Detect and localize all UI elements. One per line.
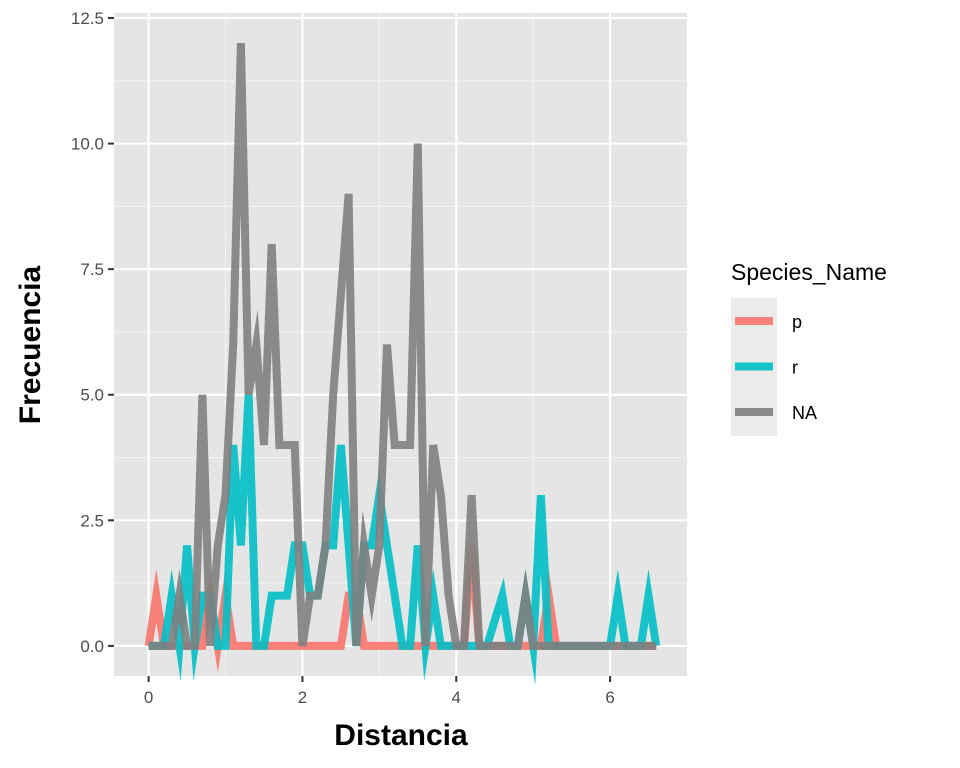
- legend-label-r: r: [792, 358, 798, 378]
- series-line-na: [148, 42, 657, 650]
- x-axis-title: Distancia: [334, 719, 468, 752]
- y-tick-label: 0.0: [80, 637, 104, 656]
- x-tick-label: 2: [298, 688, 307, 707]
- x-tick-label: 4: [452, 688, 461, 707]
- legend-label-p: p: [792, 312, 802, 332]
- legend: Species_Name p r NA: [731, 259, 887, 436]
- y-tick-label: 12.5: [71, 9, 104, 28]
- axis-ticks: [108, 17, 612, 682]
- x-tick-label: 6: [605, 688, 614, 707]
- tick-labels: 0.0 2.5 5.0 7.5 10.0 12.5 0 2 4 6: [71, 9, 615, 707]
- legend-title: Species_Name: [731, 259, 887, 285]
- legend-entries: p r NA: [735, 312, 817, 423]
- y-tick-label: 2.5: [80, 511, 104, 530]
- y-axis-title: Frecuencia: [14, 265, 47, 424]
- y-tick-label: 5.0: [80, 386, 104, 405]
- y-tick-label: 10.0: [71, 135, 104, 154]
- y-tick-label: 7.5: [80, 260, 104, 279]
- series-layer: [144, 42, 661, 686]
- legend-label-na: NA: [792, 403, 817, 423]
- x-tick-label: 0: [144, 688, 153, 707]
